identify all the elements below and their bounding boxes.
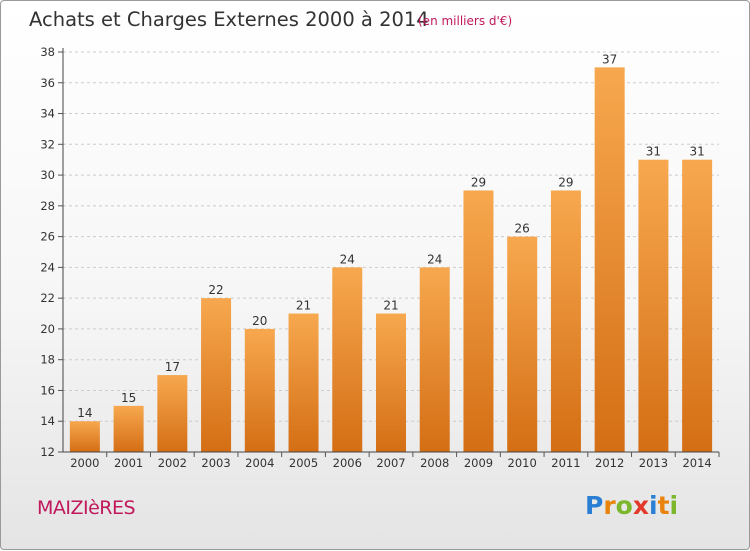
bar-2005 bbox=[288, 313, 319, 452]
y-tick-label: 32 bbox=[40, 137, 55, 151]
bar-2003 bbox=[201, 298, 232, 452]
x-tick-label: 2009 bbox=[464, 456, 493, 470]
y-tick-label: 16 bbox=[40, 383, 55, 397]
y-tick-label: 28 bbox=[40, 199, 55, 213]
y-tick-labels: 12 14 16 18 20 22 24 26 28 30 32 34 36 38 bbox=[40, 45, 55, 459]
data-label: 14 bbox=[77, 406, 92, 420]
x-tick-label: 2010 bbox=[508, 456, 537, 470]
x-tick-label: 2011 bbox=[551, 456, 580, 470]
bar-2011 bbox=[550, 190, 581, 452]
data-label: 24 bbox=[340, 252, 355, 266]
bar-2008 bbox=[419, 267, 450, 452]
data-label: 21 bbox=[383, 299, 398, 313]
logo-letter: i bbox=[669, 491, 679, 520]
data-label: 20 bbox=[252, 314, 267, 328]
bar-2014 bbox=[682, 159, 713, 452]
x-tick-label: 2002 bbox=[158, 456, 187, 470]
x-tick-label: 2001 bbox=[114, 456, 143, 470]
bar-2000 bbox=[69, 421, 100, 452]
axes bbox=[58, 48, 720, 457]
x-tick-label: 2014 bbox=[682, 456, 711, 470]
chart-title: Achats et Charges Externes 2000 à 2014 bbox=[29, 8, 429, 31]
y-tick-label: 36 bbox=[40, 76, 55, 90]
place-name: MAIZIèRES bbox=[37, 497, 136, 519]
data-label: 37 bbox=[602, 52, 617, 66]
y-tick-label: 14 bbox=[40, 414, 55, 428]
x-tick-label: 2003 bbox=[201, 456, 230, 470]
proxiti-logo[interactable]: Proxiti bbox=[585, 491, 678, 520]
bar-2013 bbox=[638, 159, 669, 452]
x-tick-label: 2005 bbox=[289, 456, 318, 470]
data-label: 17 bbox=[165, 360, 180, 374]
y-tick-label: 12 bbox=[40, 445, 55, 459]
logo-letter: r bbox=[603, 491, 616, 520]
bar-2001 bbox=[113, 405, 144, 452]
bar-2002 bbox=[157, 375, 188, 452]
x-tick-labels: 2000 2001 2002 2003 2004 2005 2006 2007 2008 2009… bbox=[70, 456, 712, 470]
bar-2007 bbox=[376, 313, 406, 452]
logo-letter: P bbox=[585, 491, 604, 520]
x-tick-label: 2012 bbox=[595, 456, 624, 470]
x-tick-label: 2013 bbox=[639, 456, 668, 470]
data-label: 24 bbox=[427, 252, 442, 266]
chart-subtitle: (en milliers d'€) bbox=[418, 14, 513, 28]
logo-letter: o bbox=[615, 491, 633, 520]
x-tick-label: 2007 bbox=[376, 456, 405, 470]
y-tick-label: 26 bbox=[40, 230, 55, 244]
bar-2009 bbox=[463, 190, 494, 452]
data-label: 29 bbox=[471, 175, 486, 189]
data-labels: 14 15 17 22 20 21 24 21 24 29 26 29 37 31 31 bbox=[77, 52, 705, 420]
y-tick-label: 34 bbox=[40, 107, 55, 121]
y-tick-label: 24 bbox=[40, 260, 55, 274]
y-tick-label: 30 bbox=[40, 168, 55, 182]
logo-letter: t bbox=[657, 491, 670, 520]
y-tick-label: 18 bbox=[40, 353, 55, 367]
data-label: 22 bbox=[208, 283, 223, 297]
y-tick-label: 38 bbox=[40, 45, 55, 59]
logo-letter: i bbox=[649, 491, 658, 520]
data-label: 15 bbox=[121, 391, 136, 405]
x-tick-label: 2006 bbox=[333, 456, 362, 470]
y-tick-label: 22 bbox=[40, 291, 55, 305]
logo-letter: x bbox=[632, 491, 649, 520]
bar-2004 bbox=[244, 328, 275, 452]
data-label: 29 bbox=[558, 175, 573, 189]
data-label: 26 bbox=[515, 222, 530, 236]
data-label: 21 bbox=[296, 299, 311, 313]
data-label: 31 bbox=[689, 145, 704, 159]
data-label: 31 bbox=[646, 145, 661, 159]
bar-2010 bbox=[507, 236, 538, 452]
bar-2006 bbox=[332, 267, 363, 452]
x-tick-label: 2000 bbox=[70, 456, 99, 470]
y-tick-label: 20 bbox=[40, 322, 55, 336]
bars bbox=[69, 67, 713, 452]
x-tick-label: 2008 bbox=[420, 456, 449, 470]
x-tick-label: 2004 bbox=[245, 456, 274, 470]
bar-2012 bbox=[594, 67, 625, 452]
